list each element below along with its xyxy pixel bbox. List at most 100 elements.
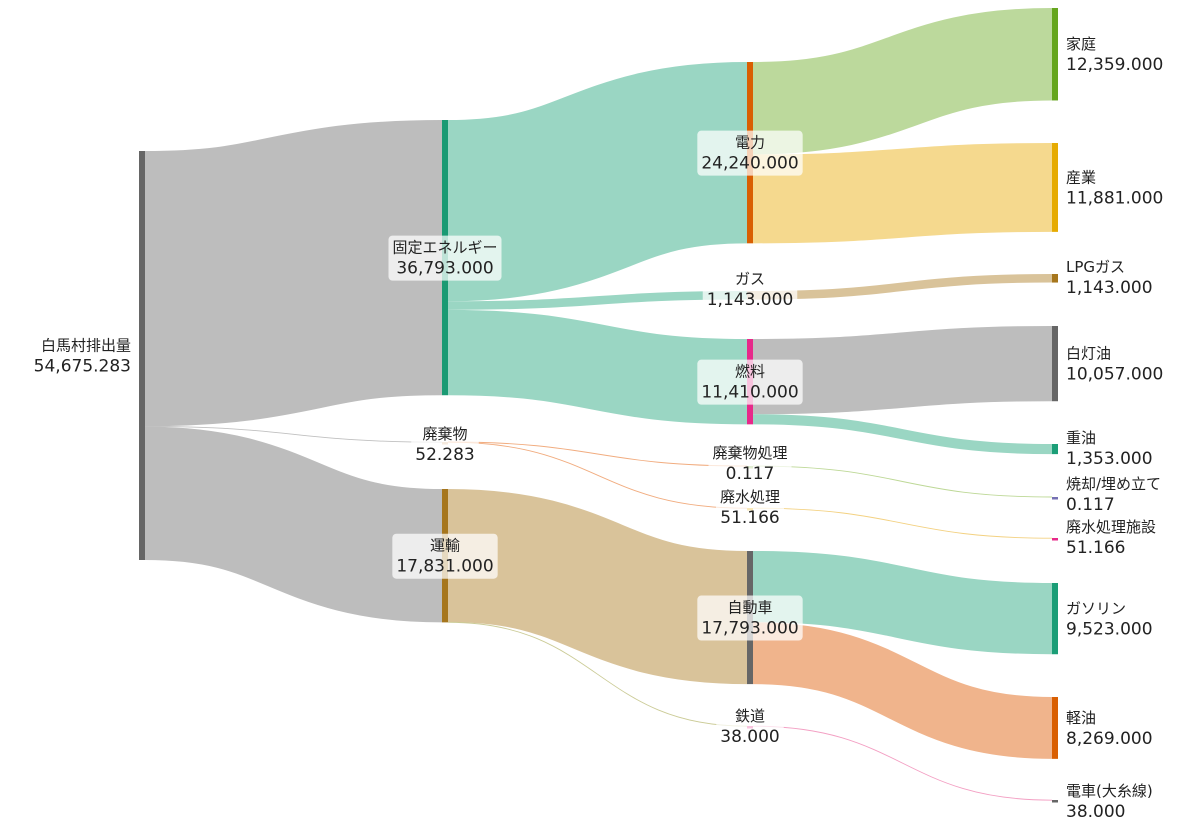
link-power-industry (752, 142, 1053, 244)
node-value-total: 54,675.283 (34, 357, 131, 377)
link-water_proc-wwt (752, 507, 1053, 539)
node-bar-heavy_oil (1052, 444, 1058, 455)
node-label-lpg: LPGガス 1,143.000 (1066, 258, 1153, 298)
node-bar-gasoline (1052, 583, 1058, 655)
node-value-water_proc: 51.166 (720, 508, 779, 528)
link-transport-rail (447, 621, 748, 727)
node-bar-wwt (1052, 538, 1058, 541)
link-transport-car (446, 489, 749, 685)
node-value-transport: 17,831.000 (396, 557, 493, 577)
label-bg-transport (392, 533, 498, 579)
node-name-total: 白馬村排出量 (41, 337, 131, 355)
label-bg-water_proc (715, 485, 785, 530)
node-bar-train (1052, 800, 1058, 803)
link-car-diesel (752, 622, 1053, 759)
link-car-gasoline (752, 551, 1053, 655)
link-waste-waste_proc (447, 441, 748, 467)
node-label-diesel: 軽油 8,269.000 (1066, 709, 1153, 749)
node-name-lpg: LPGガス (1066, 258, 1125, 276)
link-fuel-kerosene (752, 326, 1053, 415)
node-bar-home (1052, 8, 1058, 101)
link-gas-lpg (752, 273, 1053, 300)
node-bar-diesel (1052, 697, 1058, 759)
node-name-power: 電力 (735, 134, 765, 152)
label-bg-fuel (697, 359, 803, 405)
node-label-car: 自動車 17,793.000 (697, 595, 803, 641)
labels-group: 白馬村排出量 54,675.283 固定エネルギー 36,793.000 廃棄物 52.2… (34, 35, 1164, 822)
link-power-home (752, 7, 1053, 155)
node-bar-lpg (1052, 274, 1058, 283)
node-bar-incin (1052, 497, 1058, 500)
node-name-kerosene: 白灯油 (1066, 345, 1111, 363)
label-bg-fixed (388, 235, 502, 281)
node-value-train: 38.000 (1066, 802, 1125, 822)
node-name-waste_proc: 廃棄物処理 (712, 444, 787, 462)
node-value-home: 12,359.000 (1066, 55, 1163, 75)
label-bg-power (697, 130, 803, 176)
label-bg-gas (702, 267, 798, 312)
node-name-fixed: 固定エネルギー (392, 239, 497, 257)
node-name-transport: 運輸 (430, 537, 460, 555)
node-value-diesel: 8,269.000 (1066, 729, 1153, 749)
node-label-industry: 産業 11,881.000 (1066, 168, 1163, 208)
node-label-fuel: 燃料 11,410.000 (697, 359, 803, 405)
node-value-rail: 38.000 (720, 727, 779, 747)
link-total-transport (143, 426, 444, 623)
node-value-waste: 52.283 (415, 445, 474, 465)
node-label-heavy_oil: 重油 1,353.000 (1066, 429, 1153, 469)
node-bar-total (139, 151, 145, 560)
node-label-gasoline: ガソリン 9,523.000 (1066, 600, 1153, 640)
node-label-water_proc: 廃水処理 51.166 (715, 485, 785, 530)
node-name-gasoline: ガソリン (1066, 600, 1126, 618)
node-value-incin: 0.117 (1066, 495, 1115, 515)
node-name-incin: 焼却/埋め立て (1066, 475, 1161, 493)
node-name-fuel: 燃料 (735, 363, 765, 381)
node-label-power: 電力 24,240.000 (697, 130, 803, 176)
node-label-rail: 鉄道 38.000 (716, 704, 784, 749)
node-name-water_proc: 廃水処理 (720, 488, 780, 506)
label-bg-waste_proc (708, 441, 792, 486)
link-fixed-fuel (447, 309, 748, 425)
node-label-waste_proc: 廃棄物処理 0.117 (708, 441, 792, 486)
node-value-fuel: 11,410.000 (701, 383, 798, 403)
node-value-fixed: 36,793.000 (396, 259, 493, 279)
node-name-train: 電車(大糸線) (1066, 782, 1153, 800)
node-label-transport: 運輸 17,831.000 (392, 533, 498, 579)
node-value-waste_proc: 0.117 (726, 464, 775, 484)
link-waste-water_proc (447, 441, 748, 509)
node-value-industry: 11,881.000 (1066, 188, 1163, 208)
node-value-kerosene: 10,057.000 (1066, 365, 1163, 385)
link-waste_proc-incin (752, 465, 1053, 498)
node-label-home: 家庭 12,359.000 (1066, 35, 1163, 75)
node-label-waste: 廃棄物 52.283 (411, 422, 479, 467)
node-name-waste: 廃棄物 (422, 425, 467, 443)
node-value-gas: 1,143.000 (707, 290, 794, 310)
link-total-waste (144, 425, 443, 443)
node-value-car: 17,793.000 (701, 619, 798, 639)
node-name-wwt: 廃水処理施設 (1066, 518, 1156, 536)
node-value-gasoline: 9,523.000 (1066, 620, 1153, 640)
node-bar-industry (1052, 143, 1058, 232)
node-name-car: 自動車 (727, 599, 772, 617)
node-value-lpg: 1,143.000 (1066, 278, 1153, 298)
link-fixed-gas (447, 290, 748, 310)
node-name-gas: ガス (735, 270, 765, 288)
label-bg-car (697, 595, 803, 641)
link-rail-train (752, 725, 1053, 801)
node-name-rail: 鉄道 (735, 707, 765, 725)
link-fixed-power (446, 62, 749, 302)
node-label-incin: 焼却/埋め立て 0.117 (1066, 475, 1161, 515)
node-name-diesel: 軽油 (1066, 709, 1096, 727)
node-name-industry: 産業 (1066, 168, 1096, 186)
node-value-wwt: 51.166 (1066, 538, 1125, 558)
node-label-gas: ガス 1,143.000 (702, 267, 798, 312)
node-value-power: 24,240.000 (701, 154, 798, 174)
links-group (143, 7, 1053, 801)
node-bar-kerosene (1052, 326, 1058, 402)
link-fuel-heavy_oil (752, 414, 1053, 455)
node-label-train: 電車(大糸線) 38.000 (1066, 782, 1153, 822)
node-label-fixed: 固定エネルギー 36,793.000 (388, 235, 502, 281)
label-bg-rail (716, 704, 784, 749)
node-value-heavy_oil: 1,353.000 (1066, 449, 1153, 469)
